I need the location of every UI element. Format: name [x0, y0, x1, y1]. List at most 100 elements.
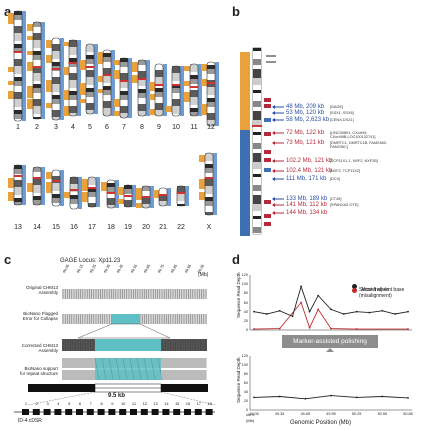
band [155, 103, 163, 110]
chromosome-outline [85, 43, 95, 115]
band [107, 187, 115, 192]
band [86, 59, 94, 64]
band [86, 44, 94, 52]
orange-segment [184, 92, 190, 102]
band [138, 104, 146, 111]
band [207, 95, 215, 98]
chrx-band [253, 59, 261, 65]
series-most-frequent-top [253, 284, 409, 317]
band [103, 95, 111, 101]
chromosome-4 [63, 39, 81, 117]
chromosome-label: 22 [177, 224, 185, 231]
marker-genes: [LINC00891, CXorf49, CXorf49B,LOC1001327… [330, 131, 376, 139]
centromere [13, 51, 23, 53]
orange-segment [8, 67, 14, 72]
gene-block [22, 409, 29, 415]
chromosome-outline [13, 164, 23, 206]
bottom-tick: 14 [164, 401, 169, 406]
band [69, 67, 77, 73]
band [14, 15, 22, 20]
blue-coverage [146, 60, 150, 116]
bottom-tick: 17 [196, 401, 202, 406]
band [14, 20, 22, 26]
arrow-head [272, 211, 275, 215]
flagged-collapse [112, 314, 140, 324]
gene-block [194, 409, 202, 415]
support-cross [94, 357, 100, 381]
band [14, 165, 22, 169]
band [14, 198, 22, 202]
point-top [407, 310, 409, 313]
band [69, 106, 77, 113]
legend-dot-black [352, 284, 357, 290]
band [103, 83, 111, 86]
orange-segment [46, 80, 52, 92]
row-bionano-flagged: BioNano Flagged Error for Collapse [22, 311, 58, 321]
orange-segment [27, 183, 33, 192]
band [52, 44, 60, 51]
band [177, 201, 185, 204]
chrx-band [253, 185, 261, 191]
chrx-band [253, 120, 261, 127]
chrx-band [253, 93, 261, 101]
xtick: 50.25 [351, 412, 362, 416]
chrx-band [253, 211, 261, 216]
chrx-band [253, 216, 261, 219]
orange-segment [149, 82, 155, 91]
marker-label: 48 Mb, 209 kb [286, 104, 325, 110]
band [69, 55, 77, 58]
bottom-tick: 4 [57, 401, 60, 406]
arrow-head [272, 111, 275, 115]
gene-block [119, 409, 127, 415]
band [33, 106, 41, 114]
band [52, 183, 60, 191]
band [52, 84, 60, 92]
band [190, 108, 198, 112]
marker-label: 58 Mb, 2,623 kb [286, 117, 330, 123]
arrow-head [272, 159, 275, 163]
orange-segment [136, 188, 142, 200]
bottom-tick: 1 [24, 401, 28, 406]
band [120, 106, 128, 113]
band [86, 92, 94, 97]
point-second-allele [330, 327, 332, 330]
chromosome-9 [149, 63, 167, 117]
blue-coverage [96, 177, 100, 207]
chromosome-label: 2 [35, 124, 39, 131]
band [172, 106, 180, 114]
band [172, 99, 180, 106]
band [69, 91, 77, 95]
gene-block [54, 409, 62, 415]
band [14, 107, 22, 110]
band [138, 86, 146, 89]
band [142, 197, 150, 204]
band [124, 200, 132, 207]
band [155, 77, 163, 85]
band [33, 33, 41, 40]
band [155, 110, 163, 116]
blue-coverage [41, 22, 45, 119]
band [14, 195, 22, 198]
bottom-tick: 6 [78, 401, 82, 406]
band [70, 204, 78, 209]
band [207, 69, 215, 74]
orange-segment [114, 111, 120, 116]
band [69, 100, 77, 106]
ytick-top: 40 [243, 309, 248, 314]
chrx-band [253, 169, 261, 174]
chrx-band [253, 132, 261, 135]
chromosome-21 [153, 187, 171, 207]
band [14, 110, 22, 114]
band [86, 77, 94, 85]
band [205, 194, 213, 197]
bottom-left-label: ID-4 cDSR [18, 418, 42, 424]
band [52, 99, 60, 104]
centromere [69, 189, 79, 191]
band [52, 176, 60, 183]
orange-segment [63, 67, 69, 75]
band [138, 78, 146, 86]
chromosome-label: 4 [71, 124, 75, 131]
band [107, 180, 115, 183]
band [190, 90, 198, 97]
band [205, 206, 213, 212]
